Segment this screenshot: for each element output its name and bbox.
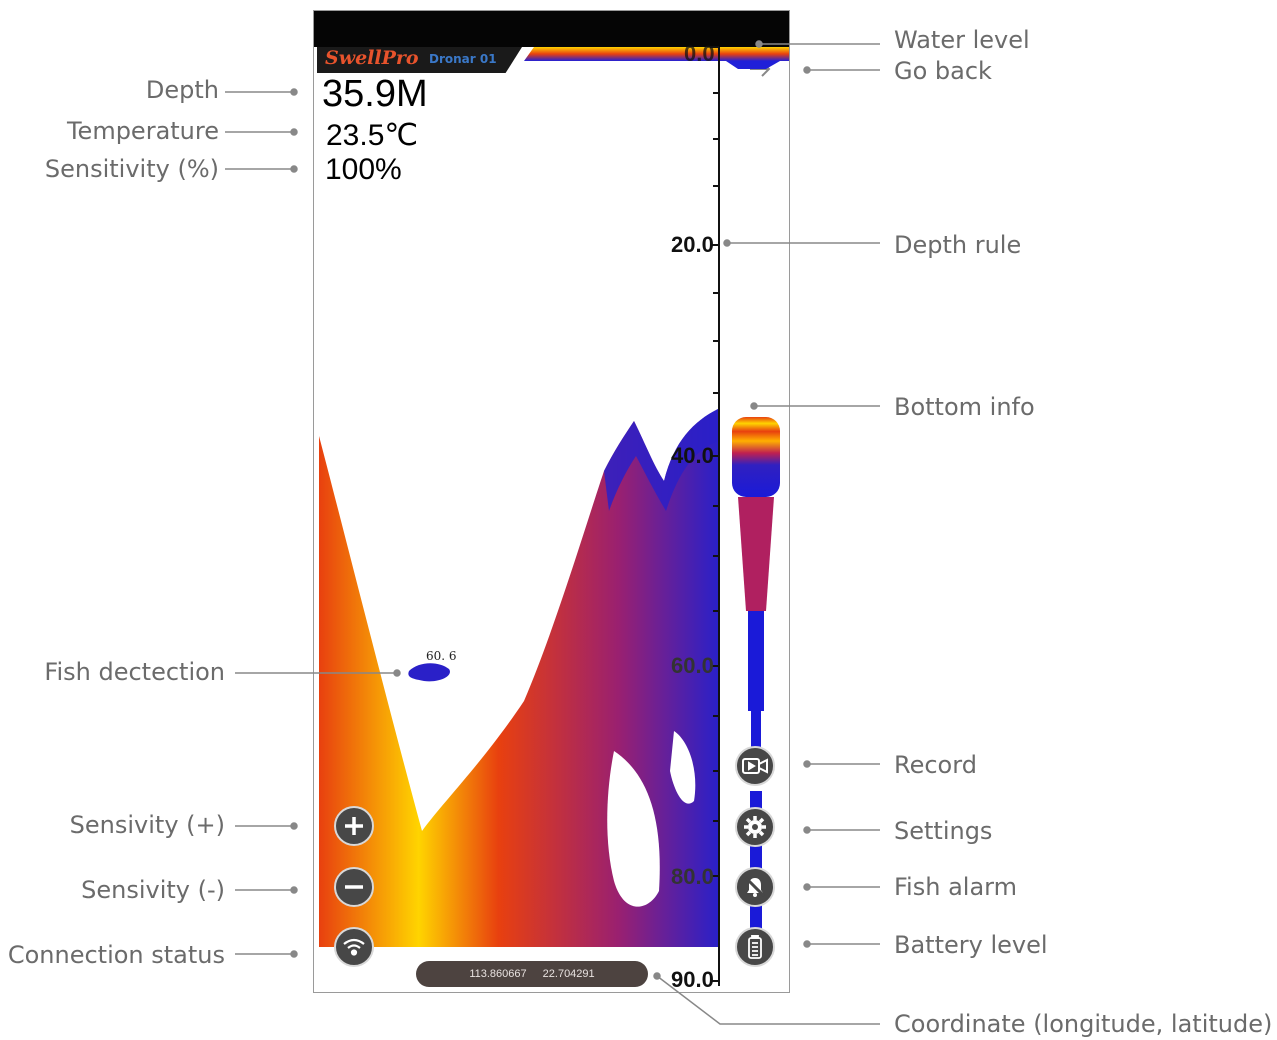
sensitivity-plus-button[interactable] xyxy=(334,806,374,846)
annotation-settings: Settings xyxy=(894,817,993,845)
bell-off-icon xyxy=(744,876,766,898)
annotation-depth: Depth xyxy=(145,76,219,104)
depth-reading: 35.9M xyxy=(322,73,428,115)
latitude-value: 22.704291 xyxy=(542,968,595,980)
ruler-label-0: 0.0 xyxy=(684,41,715,66)
annotation-fish-alarm: Fish alarm xyxy=(894,873,1017,901)
battery-icon xyxy=(748,935,762,959)
connection-status-button[interactable] xyxy=(334,927,374,967)
bottom-info-bar xyxy=(732,417,780,497)
fish-echo xyxy=(408,663,450,682)
status-top-bar xyxy=(314,11,789,47)
annotation-connection-status: Connection status xyxy=(7,941,225,969)
ruler-label-60: 60.0 xyxy=(671,653,714,678)
video-camera-icon xyxy=(742,758,768,774)
minus-icon xyxy=(345,885,363,889)
ruler-label-20: 20.0 xyxy=(671,232,714,257)
annotation-bottom-info: Bottom info xyxy=(894,393,1035,421)
annotation-depth-rule: Depth rule xyxy=(894,231,1022,259)
annotation-sensitivity-plus: Sensivity (+) xyxy=(69,811,225,839)
battery-level-indicator xyxy=(735,927,775,967)
temperature-reading: 23.5℃ xyxy=(326,119,419,152)
brand-logo: SwellPro xyxy=(325,47,419,69)
annotation-coordinate: Coordinate (longitude, latitude) xyxy=(894,1010,1273,1038)
settings-button[interactable] xyxy=(735,807,775,847)
annotation-go-back: Go back xyxy=(894,57,992,85)
fish-depth-label: 60. 6 xyxy=(426,649,457,663)
sonar-app-screen: SwellPro Dronar 01 xyxy=(313,10,790,993)
plus-icon xyxy=(345,817,363,835)
gear-icon xyxy=(744,816,766,838)
brand-bar: SwellPro Dronar 01 xyxy=(317,47,522,73)
annotation-sensitivity: Sensitivity (%) xyxy=(44,155,219,183)
wifi-icon xyxy=(343,938,365,956)
device-name: Dronar 01 xyxy=(429,52,497,66)
annotation-temperature: Temperature xyxy=(66,117,219,145)
fish-alarm-button[interactable] xyxy=(735,867,775,907)
annotation-water-level: Water level xyxy=(894,26,1030,54)
ruler-label-80: 80.0 xyxy=(671,864,714,889)
annotation-sensitivity-minus: Sensivity (-) xyxy=(81,876,225,904)
annotation-record: Record xyxy=(894,751,977,779)
sensitivity-minus-button[interactable] xyxy=(334,867,374,907)
record-button[interactable] xyxy=(735,746,775,786)
sonar-display xyxy=(319,46,789,986)
annotation-battery-level: Battery level xyxy=(894,931,1048,959)
coordinate-bar: 113.860667 22.704291 xyxy=(416,961,648,987)
sensitivity-reading: 100% xyxy=(325,153,402,186)
longitude-value: 113.860667 xyxy=(469,968,527,980)
ruler-label-40: 40.0 xyxy=(671,443,714,468)
annotation-fish-detection: Fish dectection xyxy=(44,658,225,686)
ruler-label-90: 90.0 xyxy=(671,967,714,992)
seabed-gap xyxy=(607,751,660,907)
water-level-stripe xyxy=(524,47,789,61)
